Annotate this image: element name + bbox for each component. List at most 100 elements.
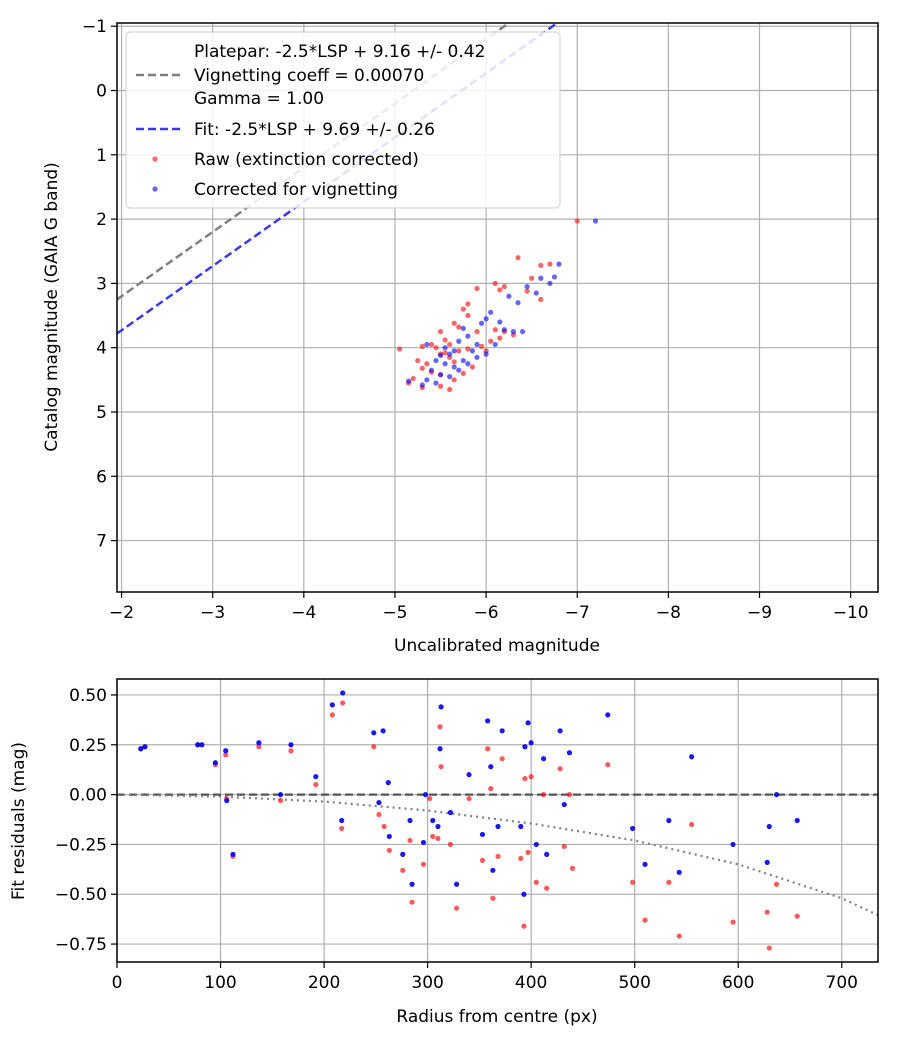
raw-point <box>313 782 319 788</box>
corrected-point <box>465 361 471 367</box>
raw-point <box>460 370 466 377</box>
raw-point <box>442 350 448 356</box>
y-tick-label: 1 <box>96 146 107 166</box>
x-tick-label: −9 <box>747 603 772 623</box>
corrected-point <box>533 841 539 848</box>
raw-point <box>515 255 521 261</box>
bottom-plot: 0 100 200 300 400 500 600 700 0.50 0.25 0.00 −0.25… <box>9 678 879 1027</box>
corrected-point <box>501 327 507 333</box>
corrected-point <box>447 374 453 380</box>
raw-point <box>730 919 736 925</box>
corrected-point <box>313 774 319 780</box>
corrected-point <box>277 791 284 798</box>
corrected-point <box>499 728 505 734</box>
legend-box <box>125 31 561 209</box>
y-tick-label: −0.50 <box>55 885 107 905</box>
raw-point <box>435 835 441 842</box>
raw-point <box>329 712 335 718</box>
raw-point <box>438 764 444 770</box>
raw-point <box>466 795 472 802</box>
bottom-scatter-points <box>138 690 800 951</box>
corrected-point <box>419 382 425 388</box>
bottom-x-axis-label: Radius from centre (px) <box>396 1007 597 1027</box>
raw-point <box>428 341 435 348</box>
raw-point <box>488 786 494 792</box>
raw-point <box>547 261 553 267</box>
corrected-point <box>256 740 262 746</box>
corrected-point <box>406 378 412 384</box>
raw-point <box>497 287 503 293</box>
raw-point <box>465 312 471 319</box>
corrected-point <box>766 823 772 830</box>
raw-point <box>521 923 527 929</box>
x-tick-label: 400 <box>515 973 547 993</box>
raw-point <box>437 724 443 730</box>
corrected-point <box>561 801 567 808</box>
raw-point <box>419 365 425 371</box>
corrected-point <box>666 817 672 824</box>
raw-point <box>524 288 530 294</box>
raw-point <box>676 933 682 939</box>
corrected-point <box>524 284 530 290</box>
y-tick-label: −0.75 <box>55 935 107 955</box>
corrected-point <box>288 742 294 748</box>
corrected-point <box>447 809 453 816</box>
corrected-point <box>442 345 448 351</box>
corrected-point <box>340 690 346 696</box>
raw-point <box>433 345 439 351</box>
raw-point <box>340 700 346 706</box>
corrected-point <box>438 704 444 710</box>
x-tick-label: −2 <box>109 603 134 623</box>
raw-point <box>642 917 648 923</box>
x-tick-label: −7 <box>565 603 590 623</box>
raw-point <box>277 797 284 804</box>
corrected-point <box>557 728 563 734</box>
corrected-point <box>488 764 494 770</box>
raw-point <box>569 865 576 871</box>
raw-point <box>415 357 421 364</box>
x-tick-label: 500 <box>618 973 650 993</box>
bottom-y-ticks: 0.50 0.25 0.00 −0.25 −0.50 −0.75 <box>55 686 117 955</box>
raw-point <box>666 879 672 885</box>
raw-point <box>442 337 448 343</box>
raw-point <box>485 746 491 752</box>
corrected-point <box>409 881 415 887</box>
corrected-point <box>466 772 472 778</box>
top-y-ticks: −1 0 1 2 3 4 5 6 7 <box>82 17 117 552</box>
y-tick-label: 0.50 <box>69 686 107 706</box>
x-tick-label: 100 <box>204 973 236 993</box>
corrected-point <box>592 218 599 224</box>
raw-point <box>561 843 567 850</box>
corrected-point <box>430 817 436 824</box>
raw-point <box>447 341 453 348</box>
legend-corrected-label: Corrected for vignetting <box>194 180 398 200</box>
legend-platepar-label: Platepar: -2.5*LSP + 9.16 +/- 0.42 <box>194 42 485 62</box>
y-tick-label: 7 <box>96 532 107 552</box>
corrected-point <box>538 275 544 281</box>
corrected-point <box>424 341 430 348</box>
legend-corrected-marker <box>152 186 158 192</box>
corrected-point <box>485 718 491 724</box>
corrected-point <box>407 817 413 824</box>
corrected-point <box>515 300 521 306</box>
corrected-point <box>676 869 682 875</box>
vignetting-model-curve <box>116 793 879 917</box>
corrected-point <box>371 730 377 736</box>
raw-point <box>538 296 544 303</box>
top-x-ticks: −2 −3 −4 −5 −6 −7 −8 −9 −10 <box>109 592 869 623</box>
corrected-point <box>420 839 427 846</box>
raw-point <box>764 909 770 915</box>
corrected-point <box>454 881 460 887</box>
raw-point <box>400 867 406 873</box>
raw-point <box>501 284 507 290</box>
corrected-point <box>456 338 462 344</box>
raw-point <box>518 855 524 861</box>
corrected-point <box>223 748 229 754</box>
raw-point <box>566 791 573 798</box>
raw-point <box>538 262 544 268</box>
raw-point <box>492 327 498 333</box>
x-tick-label: −8 <box>656 603 681 623</box>
raw-point <box>430 833 436 840</box>
y-tick-label: −1 <box>82 17 107 37</box>
